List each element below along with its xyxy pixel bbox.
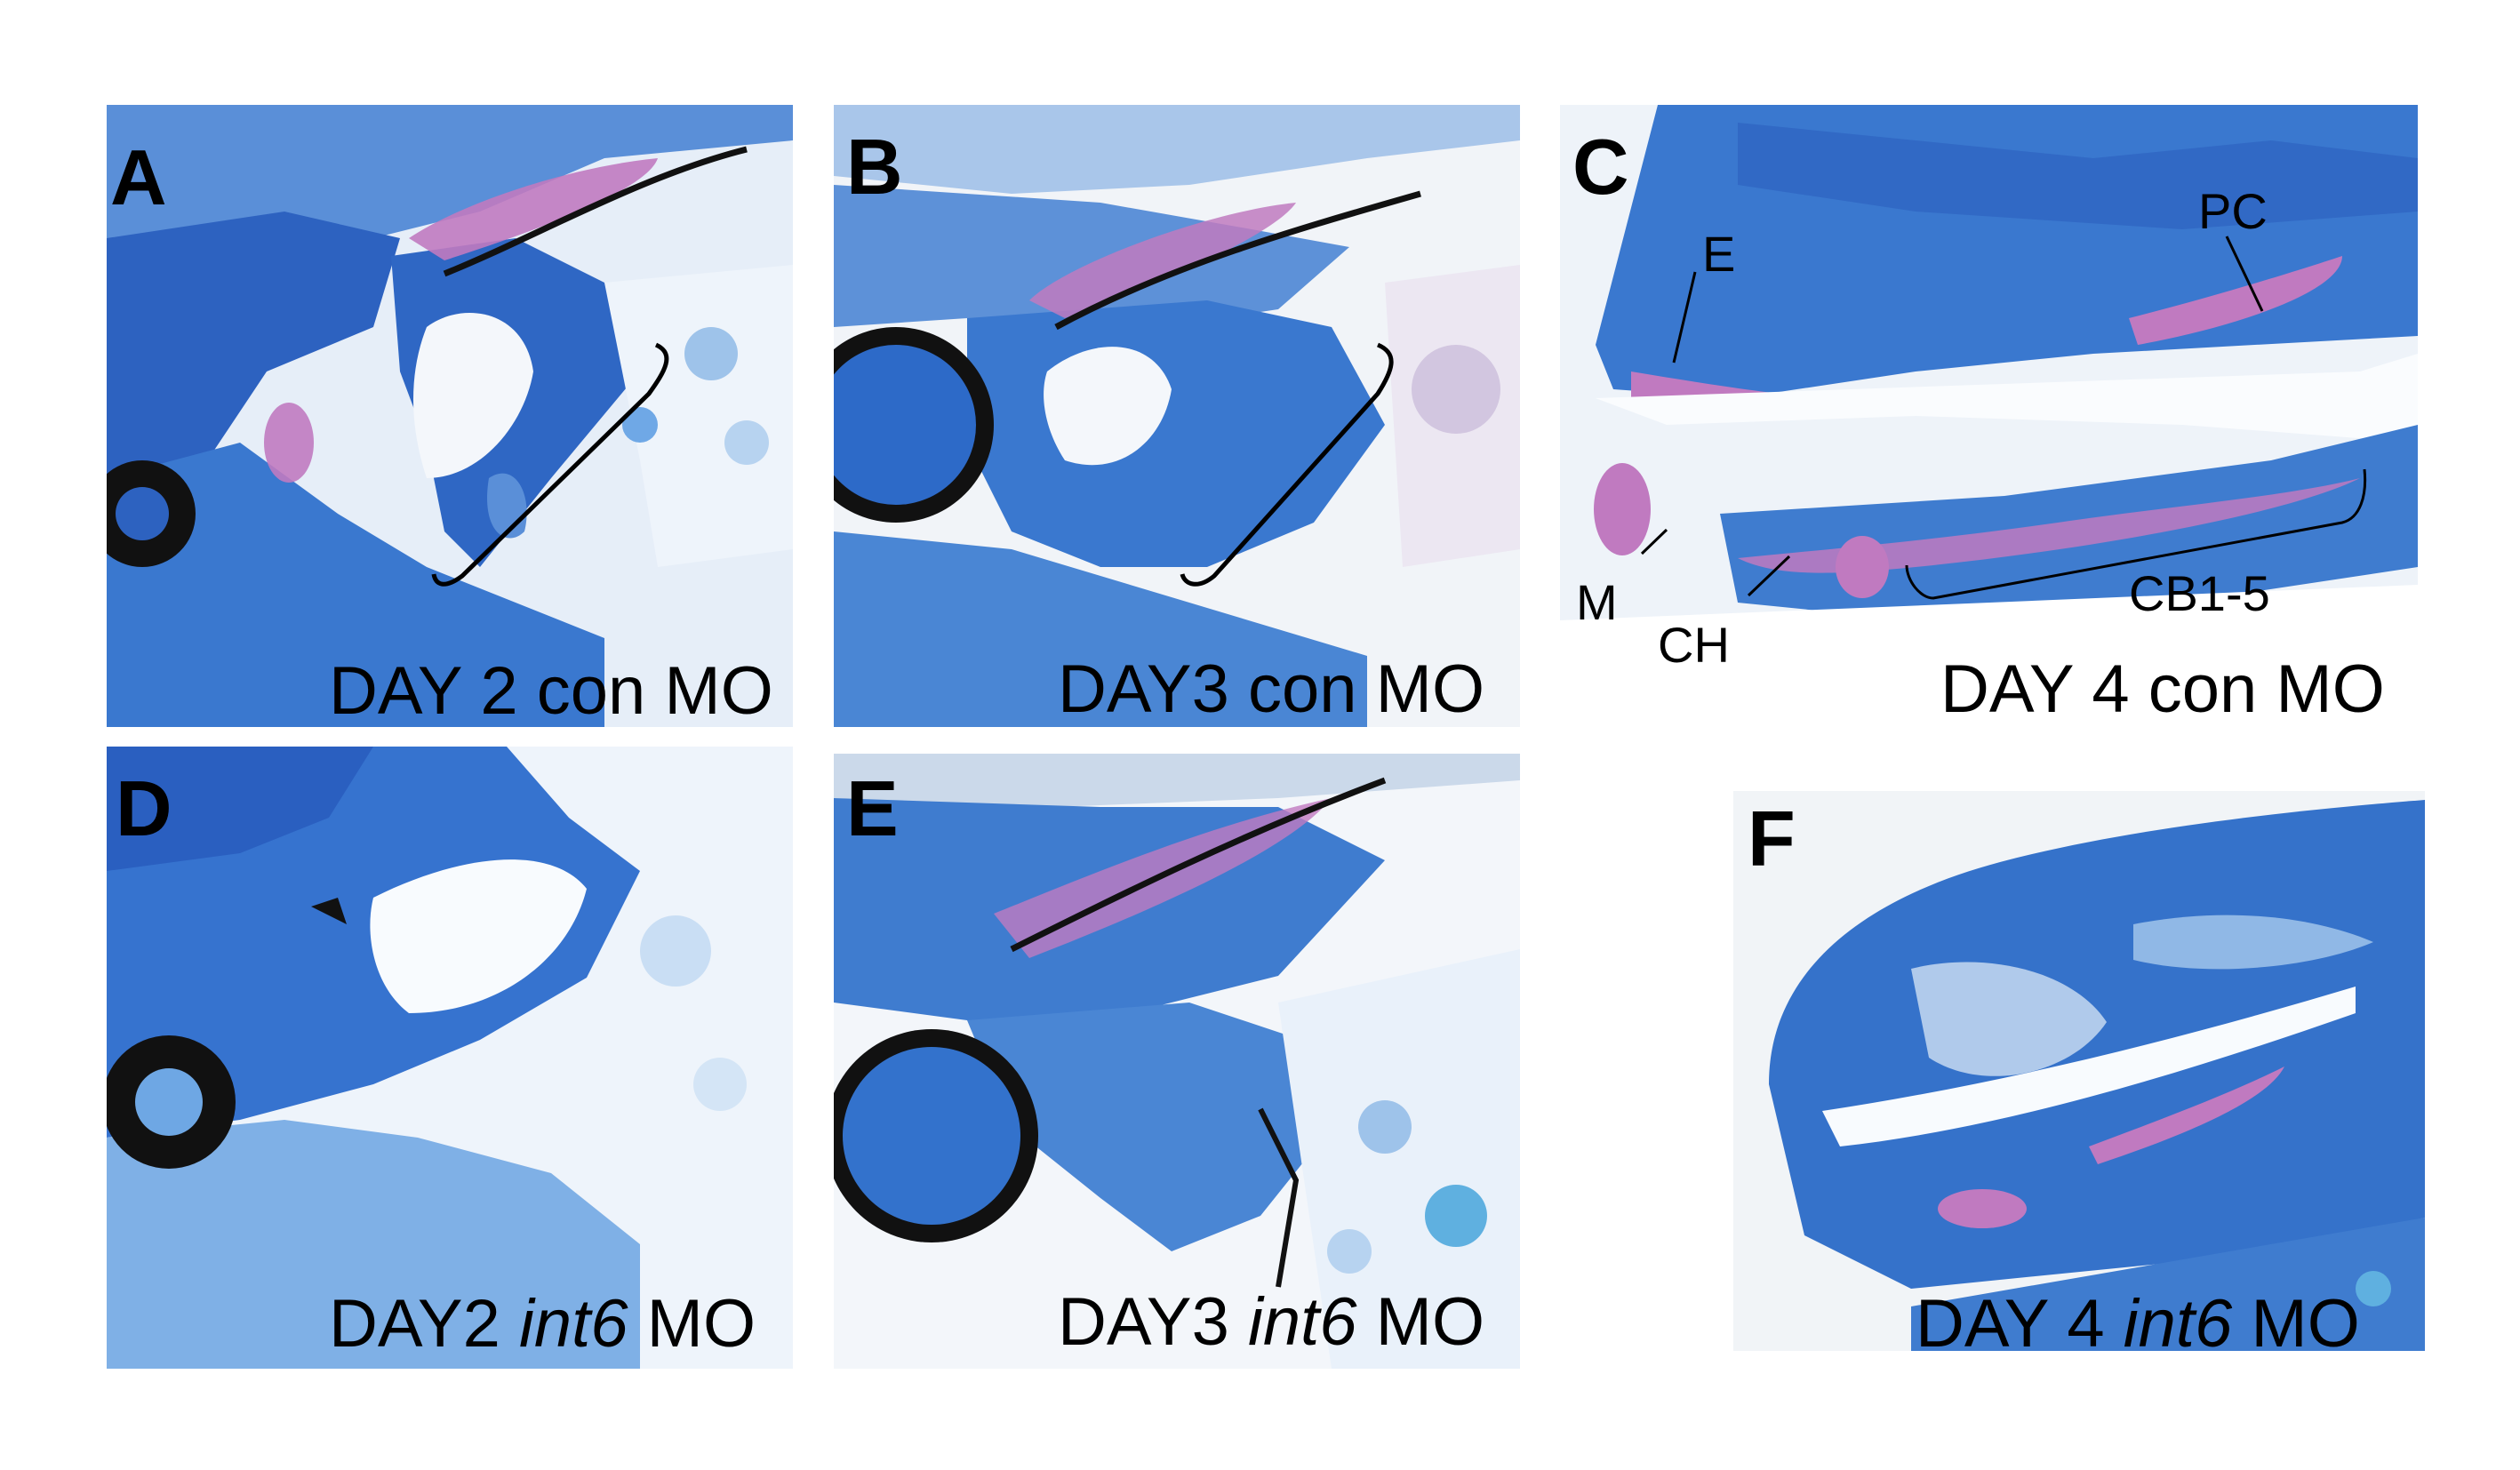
histology-image-c <box>1560 105 2418 727</box>
caption-f-suffix: MO <box>2232 1286 2360 1352</box>
caption-d-gene: int6 <box>519 1286 628 1362</box>
caption-e-suffix: MO <box>1356 1284 1485 1360</box>
panel-letter-d: D <box>116 764 172 852</box>
caption-d: DAY2 int6 MO <box>329 1290 756 1358</box>
label-cb: CB1-5 <box>2129 565 2270 621</box>
panel-f: F DAY 4 int6 MO <box>1733 791 2425 1351</box>
caption-e: DAY3 int6 MO <box>1058 1289 1484 1356</box>
label-ch: CH <box>1658 617 1730 673</box>
caption-f-gene: int6 <box>2123 1286 2233 1352</box>
caption-e-gene: int6 <box>1248 1284 1357 1360</box>
caption-e-prefix: DAY3 <box>1058 1284 1249 1360</box>
label-m: M <box>1576 574 1618 630</box>
label-pc: PC <box>2198 183 2268 239</box>
panel-e: E DAY3 int6 MO <box>834 754 1520 1369</box>
caption-a: DAY 2 con MO <box>329 653 773 727</box>
caption-b: DAY3 con MO <box>1058 651 1485 727</box>
histology-image-f <box>1733 791 2425 1351</box>
caption-f-prefix: DAY 4 <box>1916 1286 2124 1352</box>
caption-d-suffix: MO <box>628 1286 756 1362</box>
panel-letter-b: B <box>846 123 903 211</box>
caption-c: DAY 4 con MO <box>1940 651 2385 727</box>
panel-letter-f: F <box>1748 795 1796 883</box>
histology-image-a <box>107 105 793 727</box>
panel-c: E PC M CH CB1-5 C DAY 4 con MO <box>1560 105 2418 727</box>
caption-f: DAY 4 int6 MO <box>1916 1290 2360 1352</box>
panel-letter-c: C <box>1572 123 1629 211</box>
panel-letter-e: E <box>846 764 899 852</box>
panel-letter-a: A <box>110 133 167 221</box>
histology-image-b <box>834 105 1520 727</box>
panel-d: D DAY2 int6 MO <box>107 747 793 1369</box>
label-e: E <box>1702 226 1736 282</box>
histology-image-e <box>834 754 1520 1369</box>
caption-d-prefix: DAY2 <box>329 1286 520 1362</box>
panel-a: A DAY 2 con MO <box>107 105 793 727</box>
panel-b: B DAY3 con MO <box>834 105 1520 727</box>
histology-image-d <box>107 747 793 1369</box>
